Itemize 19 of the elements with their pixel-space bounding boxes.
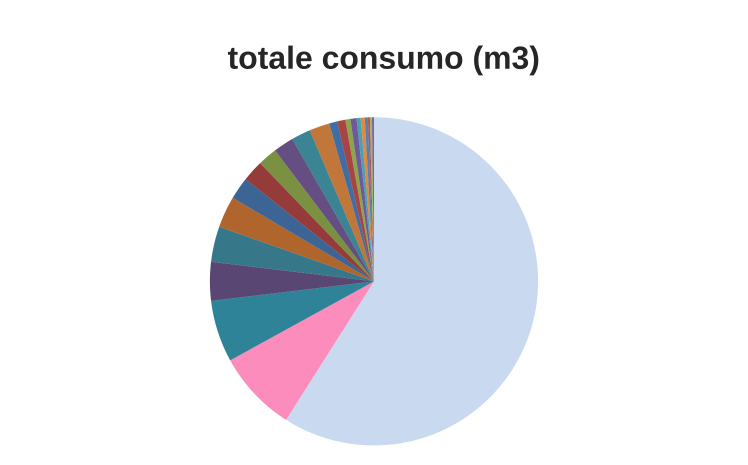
pie-slice — [230, 281, 374, 420]
pie-slice — [360, 117, 374, 282]
pie-slice — [337, 120, 374, 282]
pie-slice — [210, 262, 374, 301]
pie-slice — [329, 121, 374, 282]
pie-slice — [350, 118, 374, 282]
pie-slice — [246, 163, 374, 282]
pie-slice — [345, 118, 374, 282]
pie-slice — [211, 226, 374, 282]
pie-slice — [232, 179, 374, 282]
pie-slice — [310, 123, 374, 282]
pie-slice — [219, 198, 374, 282]
chart-title: totale consumo (m3) — [228, 46, 538, 76]
pie-slice — [260, 150, 374, 282]
pie-slice — [211, 281, 374, 360]
pie-slice — [356, 118, 374, 282]
pie-slice — [292, 130, 374, 282]
pie-slice — [275, 139, 374, 282]
pie-slice — [286, 117, 538, 446]
